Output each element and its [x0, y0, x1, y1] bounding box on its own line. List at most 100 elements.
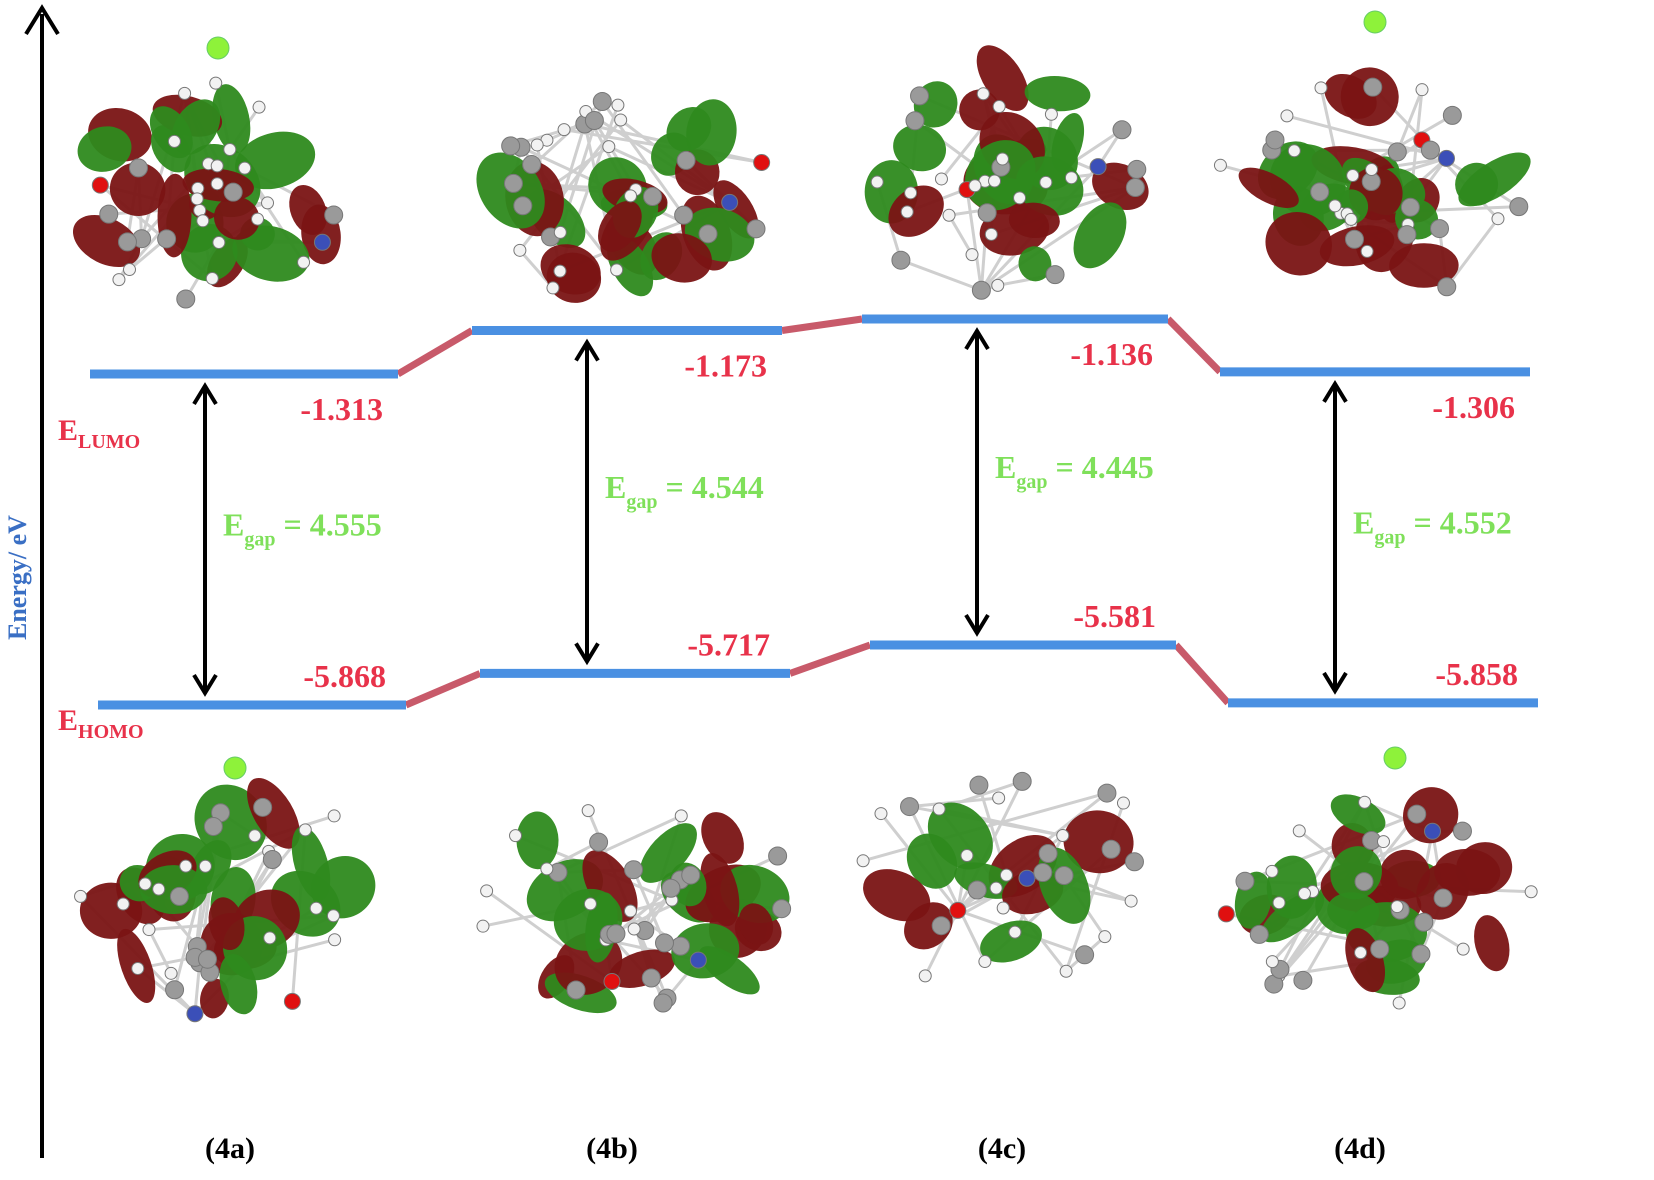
- atom: [993, 792, 1005, 804]
- atom: [510, 830, 522, 842]
- atom: [179, 87, 191, 99]
- atom: [769, 847, 787, 865]
- atom: [139, 878, 151, 890]
- atom: [1125, 895, 1137, 907]
- bond: [1447, 219, 1498, 287]
- lumo-label-subscript: LUMO: [78, 431, 140, 453]
- atom: [92, 177, 108, 193]
- lumo-orbital-4d: [1214, 58, 1538, 296]
- atom: [1214, 159, 1226, 171]
- atom: [153, 883, 165, 895]
- atom: [1294, 971, 1312, 989]
- atom: [628, 923, 640, 935]
- atom: [531, 139, 543, 151]
- atom: [1359, 796, 1371, 808]
- atom: [1281, 110, 1293, 122]
- atom: [1412, 945, 1430, 963]
- atom: [1266, 131, 1284, 149]
- atom: [328, 810, 340, 822]
- atom: [239, 162, 251, 174]
- homo-connector-4a-4b: [406, 673, 480, 705]
- atom: [1398, 226, 1416, 244]
- homo-label-subscript: HOMO: [78, 721, 144, 743]
- atom: [299, 824, 311, 836]
- atom: [905, 187, 917, 199]
- atom: [593, 93, 611, 111]
- atom: [754, 154, 770, 170]
- orbital-lobe: [1023, 74, 1091, 114]
- homo-connector-4c-4d: [1176, 645, 1228, 703]
- compound-label-4b: (4b): [586, 1132, 638, 1165]
- atom: [1060, 965, 1072, 977]
- atom: [1013, 772, 1031, 790]
- atom: [129, 159, 147, 177]
- atom: [1525, 886, 1537, 898]
- gap-number-4d: = 4.552: [1413, 504, 1511, 540]
- atom: [1361, 245, 1373, 257]
- gap-value-4d: Egap= 4.552: [1353, 504, 1512, 548]
- atom: [1401, 198, 1419, 216]
- atom: [1315, 82, 1327, 94]
- atom: [584, 898, 596, 910]
- lumo-label-prefix: E: [58, 414, 78, 447]
- atom: [1371, 940, 1389, 958]
- atom: [481, 885, 493, 897]
- atom: [1000, 869, 1012, 881]
- atom: [997, 902, 1009, 914]
- atom: [132, 962, 144, 974]
- atom: [690, 952, 706, 968]
- atom: [143, 924, 155, 936]
- atom: [1266, 956, 1278, 968]
- atom: [968, 881, 986, 899]
- atom: [206, 272, 218, 284]
- atom: [972, 281, 990, 299]
- atom: [1266, 865, 1278, 877]
- gap-prefix-4c: E: [995, 449, 1016, 485]
- atom: [611, 264, 623, 276]
- compound-label-4d: (4d): [1334, 1132, 1386, 1165]
- orbital-lobe: [1331, 58, 1408, 136]
- lumo-orbital-4a: [64, 77, 344, 308]
- lumo-connector-4a-4b: [398, 330, 472, 374]
- atom: [191, 193, 203, 205]
- atom: [773, 900, 791, 918]
- homo-label-prefix: E: [58, 704, 78, 737]
- atom: [210, 77, 222, 89]
- atom: [1099, 931, 1111, 943]
- atom: [933, 803, 945, 815]
- atom: [612, 99, 624, 111]
- gap-subscript-4a: gap: [244, 529, 275, 551]
- atom: [197, 215, 209, 227]
- atom: [477, 920, 489, 932]
- atom: [254, 798, 272, 816]
- atom: [1128, 160, 1146, 178]
- atom: [177, 290, 195, 308]
- atom: [1009, 926, 1021, 938]
- atom: [263, 850, 281, 868]
- atom: [857, 855, 869, 867]
- atom: [1492, 213, 1504, 225]
- atom: [224, 143, 236, 155]
- atom: [1117, 797, 1129, 809]
- atom: [950, 902, 966, 918]
- energy-axis-label: Energy/ eV: [3, 515, 32, 640]
- atom: [1057, 829, 1069, 841]
- atom: [253, 101, 265, 113]
- atom: [625, 190, 637, 202]
- atom: [699, 225, 717, 243]
- atom: [1366, 164, 1378, 176]
- atom: [585, 112, 603, 130]
- atom: [523, 156, 541, 174]
- atom: [211, 178, 223, 190]
- atom: [264, 932, 276, 944]
- atom: [1421, 141, 1439, 159]
- atom: [624, 905, 636, 917]
- atom: [180, 860, 192, 872]
- atom: [252, 213, 264, 225]
- lumo-value-4c: -1.136: [1070, 336, 1153, 372]
- bond: [901, 260, 981, 290]
- atom: [603, 141, 615, 153]
- atom: [165, 967, 177, 979]
- atom: [675, 810, 687, 822]
- gap-subscript-4b: gap: [626, 491, 657, 513]
